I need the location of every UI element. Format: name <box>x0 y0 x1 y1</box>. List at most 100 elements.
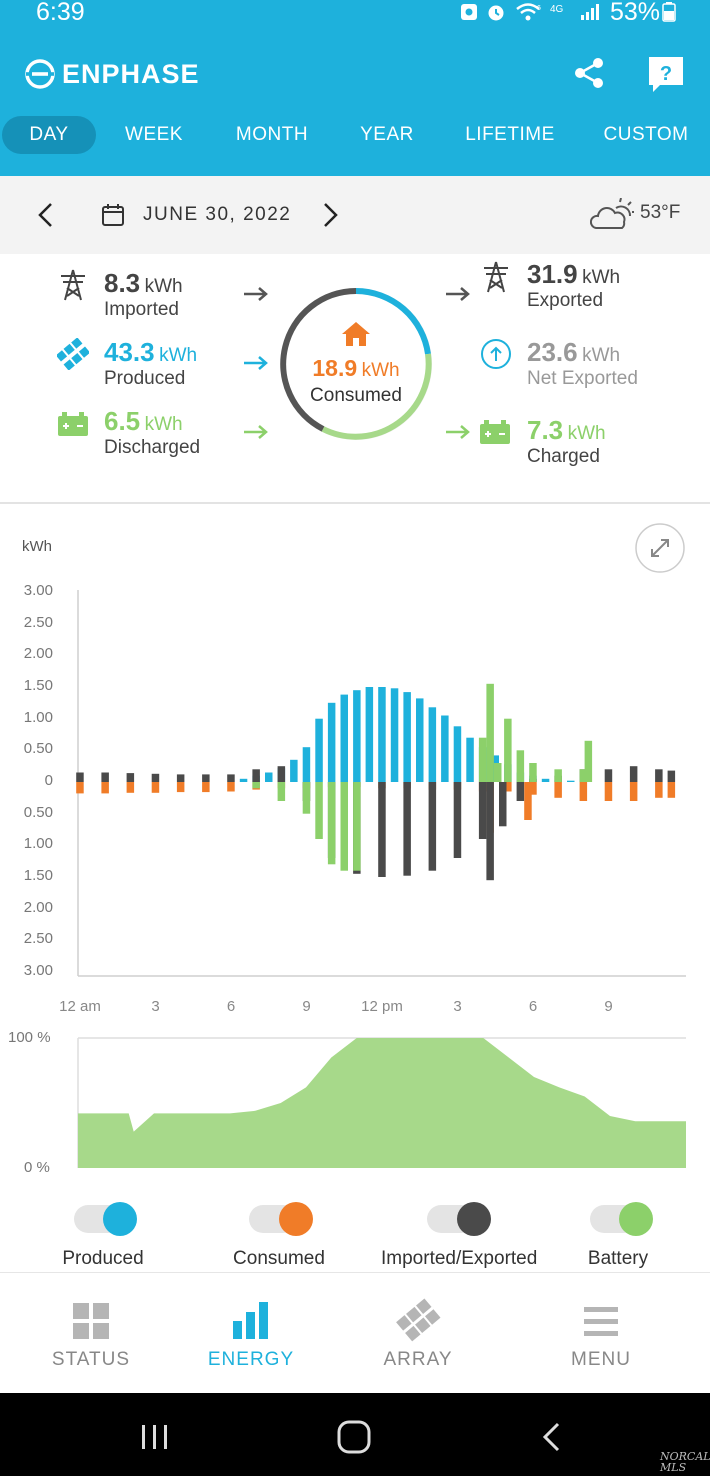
exported-stat: 31.9 kWh Exported <box>527 261 620 313</box>
tab-week[interactable]: WEEK <box>125 124 183 145</box>
y-tick-label: 2.50 <box>23 613 53 631</box>
grid-tower-icon <box>484 261 508 293</box>
svg-text:?: ? <box>660 63 672 85</box>
wifi-icon: 6 <box>516 3 541 21</box>
share-icon[interactable] <box>572 56 606 90</box>
toggle-produced[interactable] <box>103 1202 137 1236</box>
bar-consumed <box>101 782 109 794</box>
x-tick-label: 12 pm <box>361 998 403 1015</box>
legend-produced: Produced <box>62 1248 144 1269</box>
produced-value: 43.3 <box>104 337 155 367</box>
bar-battery <box>315 782 323 839</box>
exported-label: Exported <box>527 290 604 311</box>
status-bar: 6:39 6 4G 53% <box>0 0 710 30</box>
x-tick-label: 3 <box>151 998 160 1015</box>
tab-lifetime[interactable]: LIFETIME <box>465 124 555 145</box>
alarm-icon <box>488 5 504 21</box>
discharged-unit: kWh <box>144 414 183 435</box>
battery-icon <box>662 2 676 22</box>
imported-unit: kWh <box>144 276 183 297</box>
selected-date[interactable]: JUNE 30, 2022 <box>143 204 292 225</box>
enphase-logo-icon <box>25 59 55 89</box>
calendar-icon[interactable] <box>101 203 125 227</box>
nav-status[interactable]: STATUS <box>21 1273 161 1394</box>
bar-produced <box>378 687 386 782</box>
bar-imported-exported <box>277 766 286 782</box>
bar-imported-exported <box>604 769 613 782</box>
solar-panel-icon <box>57 338 89 370</box>
consumed-stat: 18.9 kWh Consumed <box>278 356 434 409</box>
y-tick-label: 2.50 <box>23 930 53 948</box>
recent-apps-icon[interactable] <box>140 1423 170 1451</box>
energy-bar-chart[interactable] <box>0 580 710 990</box>
battery-soc-chart[interactable] <box>0 1030 710 1175</box>
arrow-right-icon <box>446 425 470 439</box>
x-tick-label: 6 <box>528 998 538 1015</box>
bar-imported-exported <box>252 769 260 782</box>
soc-area <box>78 1038 686 1168</box>
bar-consumed <box>227 782 235 792</box>
y-tick-label: 1.00 <box>23 708 53 726</box>
tab-day[interactable]: DAY <box>2 116 96 154</box>
legend-consumed: Consumed <box>233 1248 325 1269</box>
bar-produced <box>315 718 323 782</box>
home-button-icon[interactable] <box>336 1419 372 1455</box>
bar-produced <box>416 698 424 782</box>
svg-text:6: 6 <box>537 5 541 12</box>
y-tick-label: 2.00 <box>23 645 53 663</box>
bar-produced <box>302 747 311 782</box>
notification-icon <box>461 4 477 20</box>
consumed-label: Consumed <box>310 385 402 406</box>
y-axis-label: kWh <box>22 538 52 555</box>
tab-custom[interactable]: CUSTOM <box>603 124 689 145</box>
bar-produced <box>353 690 361 782</box>
bar-consumed <box>667 782 676 798</box>
imported-stat: 8.3 kWh Imported <box>104 270 183 322</box>
charged-unit: kWh <box>567 423 606 444</box>
bar-produced <box>290 759 298 782</box>
bar-battery <box>554 769 562 782</box>
tab-month[interactable]: MONTH <box>235 124 309 145</box>
bar-consumed <box>655 782 663 798</box>
toggle-battery[interactable] <box>619 1202 653 1236</box>
charged-stat: 7.3 kWh Charged <box>527 417 606 469</box>
bar-consumed <box>176 782 185 793</box>
y-tick-label: 1.50 <box>23 867 53 884</box>
bar-battery <box>478 737 487 782</box>
produced-unit: kWh <box>159 345 198 366</box>
bar-consumed <box>202 782 210 793</box>
bar-produced <box>403 692 411 782</box>
expand-icon[interactable] <box>634 522 686 574</box>
nav-energy[interactable]: ENERGY <box>181 1273 321 1394</box>
toggle-consumed[interactable] <box>279 1202 313 1236</box>
help-icon[interactable]: ? <box>646 54 686 94</box>
exported-value: 31.9 <box>527 259 578 289</box>
chevron-left-icon[interactable] <box>36 202 56 228</box>
bar-produced <box>466 737 474 782</box>
imported-label: Imported <box>104 299 179 320</box>
net-exported-unit: kWh <box>582 345 621 366</box>
toggle-imported-exported[interactable] <box>457 1202 491 1236</box>
nav-menu[interactable]: MENU <box>531 1273 671 1394</box>
bar-battery <box>504 718 512 782</box>
discharged-value: 6.5 <box>104 406 141 436</box>
soc-tick-0: 0 % <box>24 1159 50 1176</box>
discharged-label: Discharged <box>104 437 201 458</box>
bar-imported-exported <box>655 769 663 782</box>
net-export-up-icon <box>481 339 511 369</box>
bar-imported-exported <box>516 782 525 801</box>
back-icon[interactable] <box>540 1421 564 1453</box>
bar-consumed <box>126 782 135 793</box>
tab-year[interactable]: YEAR <box>360 124 414 145</box>
house-icon <box>342 322 370 346</box>
grid-icon <box>73 1303 109 1339</box>
nav-array[interactable]: ARRAY <box>348 1273 488 1394</box>
bar-produced <box>265 772 273 782</box>
y-tick-label: 0.50 <box>23 803 53 821</box>
net-exported-label: Net Exported <box>527 368 638 389</box>
bar-imported-exported <box>403 782 411 876</box>
bar-battery <box>579 769 588 782</box>
x-tick-label: 3 <box>453 998 462 1015</box>
bar-imported-exported <box>486 782 494 881</box>
chevron-right-icon[interactable] <box>320 202 340 228</box>
